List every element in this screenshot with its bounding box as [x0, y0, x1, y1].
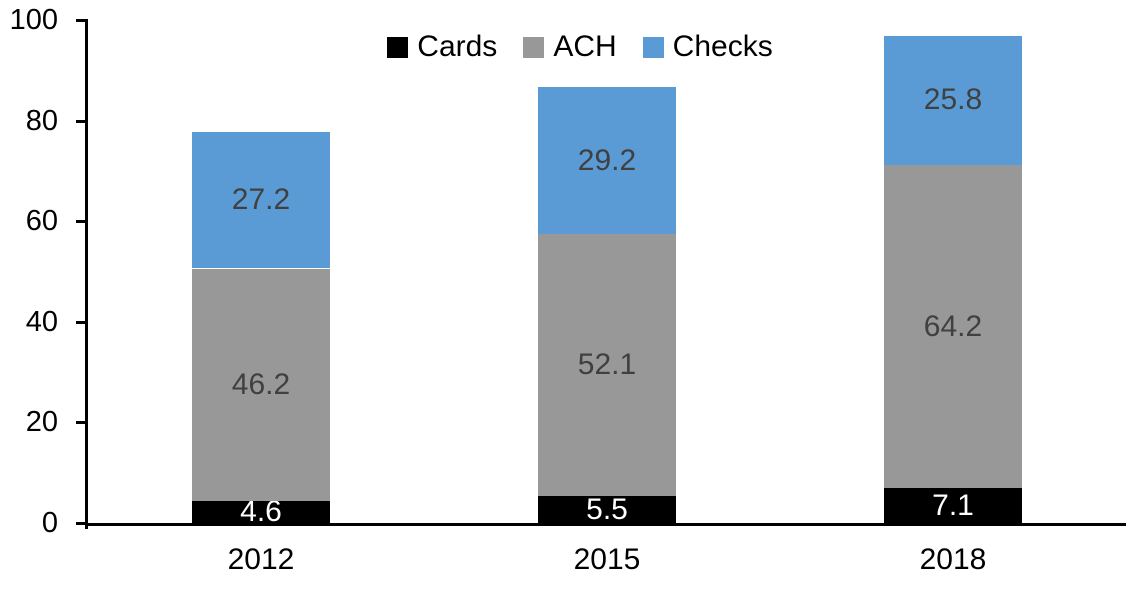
value-label-checks-2012: 27.2 — [231, 183, 291, 217]
legend-label-checks: Checks — [672, 30, 773, 63]
checks-swatch-icon — [642, 36, 664, 58]
legend-item-ach: ACH — [523, 30, 617, 64]
y-axis-tick — [76, 320, 85, 324]
legend-label-cards: Cards — [417, 30, 498, 63]
value-label-checks-2015: 29.2 — [577, 143, 637, 177]
value-label-ach-2018: 64.2 — [923, 309, 983, 343]
bar-segment-checks-2015: 29.2 — [538, 87, 676, 235]
y-axis-line — [85, 19, 88, 529]
x-axis-label-2012: 2012 — [227, 543, 295, 576]
y-axis-tick — [76, 19, 85, 22]
bar-segment-cards-2018: 7.1 — [884, 488, 1022, 524]
value-label-cards-2012: 4.6 — [240, 495, 282, 529]
bar-segment-checks-2018: 25.8 — [884, 35, 1022, 166]
y-axis-tick-label: 40 — [25, 305, 58, 338]
y-axis-tick-label: 0 — [41, 507, 58, 539]
value-label-ach-2015: 52.1 — [577, 348, 637, 382]
bar-segment-checks-2012: 27.2 — [192, 131, 330, 269]
y-axis-tick-label: 20 — [25, 406, 58, 439]
value-label-checks-2018: 25.8 — [923, 83, 983, 117]
y-axis-tick — [76, 119, 85, 123]
y-axis-tick-label: 60 — [25, 205, 58, 238]
value-label-cards-2015: 5.5 — [586, 493, 628, 527]
y-axis-tick-label: 100 — [9, 4, 58, 36]
bar-segment-ach-2018: 64.2 — [884, 165, 1022, 489]
bar-segment-cards-2015: 5.5 — [538, 493, 676, 527]
value-label-cards-2018: 7.1 — [932, 489, 974, 523]
y-axis-tick — [76, 522, 85, 525]
cards-swatch-icon — [387, 36, 409, 58]
ach-swatch-icon — [523, 36, 545, 58]
x-axis-label-2018: 2018 — [919, 543, 987, 576]
legend-label-ach: ACH — [553, 30, 617, 63]
legend-item-cards: Cards — [387, 30, 497, 64]
bar-segment-ach-2015: 52.1 — [538, 234, 676, 497]
bar-segment-cards-2012: 4.6 — [192, 495, 330, 529]
x-axis-line — [85, 523, 1126, 526]
y-axis-tick-label: 80 — [25, 104, 58, 137]
y-axis-tick — [76, 421, 85, 425]
y-axis-tick — [76, 220, 85, 224]
bar-segment-ach-2012: 46.2 — [192, 268, 330, 501]
legend-item-checks: Checks — [642, 30, 773, 64]
x-axis-label-2015: 2015 — [573, 543, 641, 576]
value-label-ach-2012: 46.2 — [231, 367, 291, 401]
